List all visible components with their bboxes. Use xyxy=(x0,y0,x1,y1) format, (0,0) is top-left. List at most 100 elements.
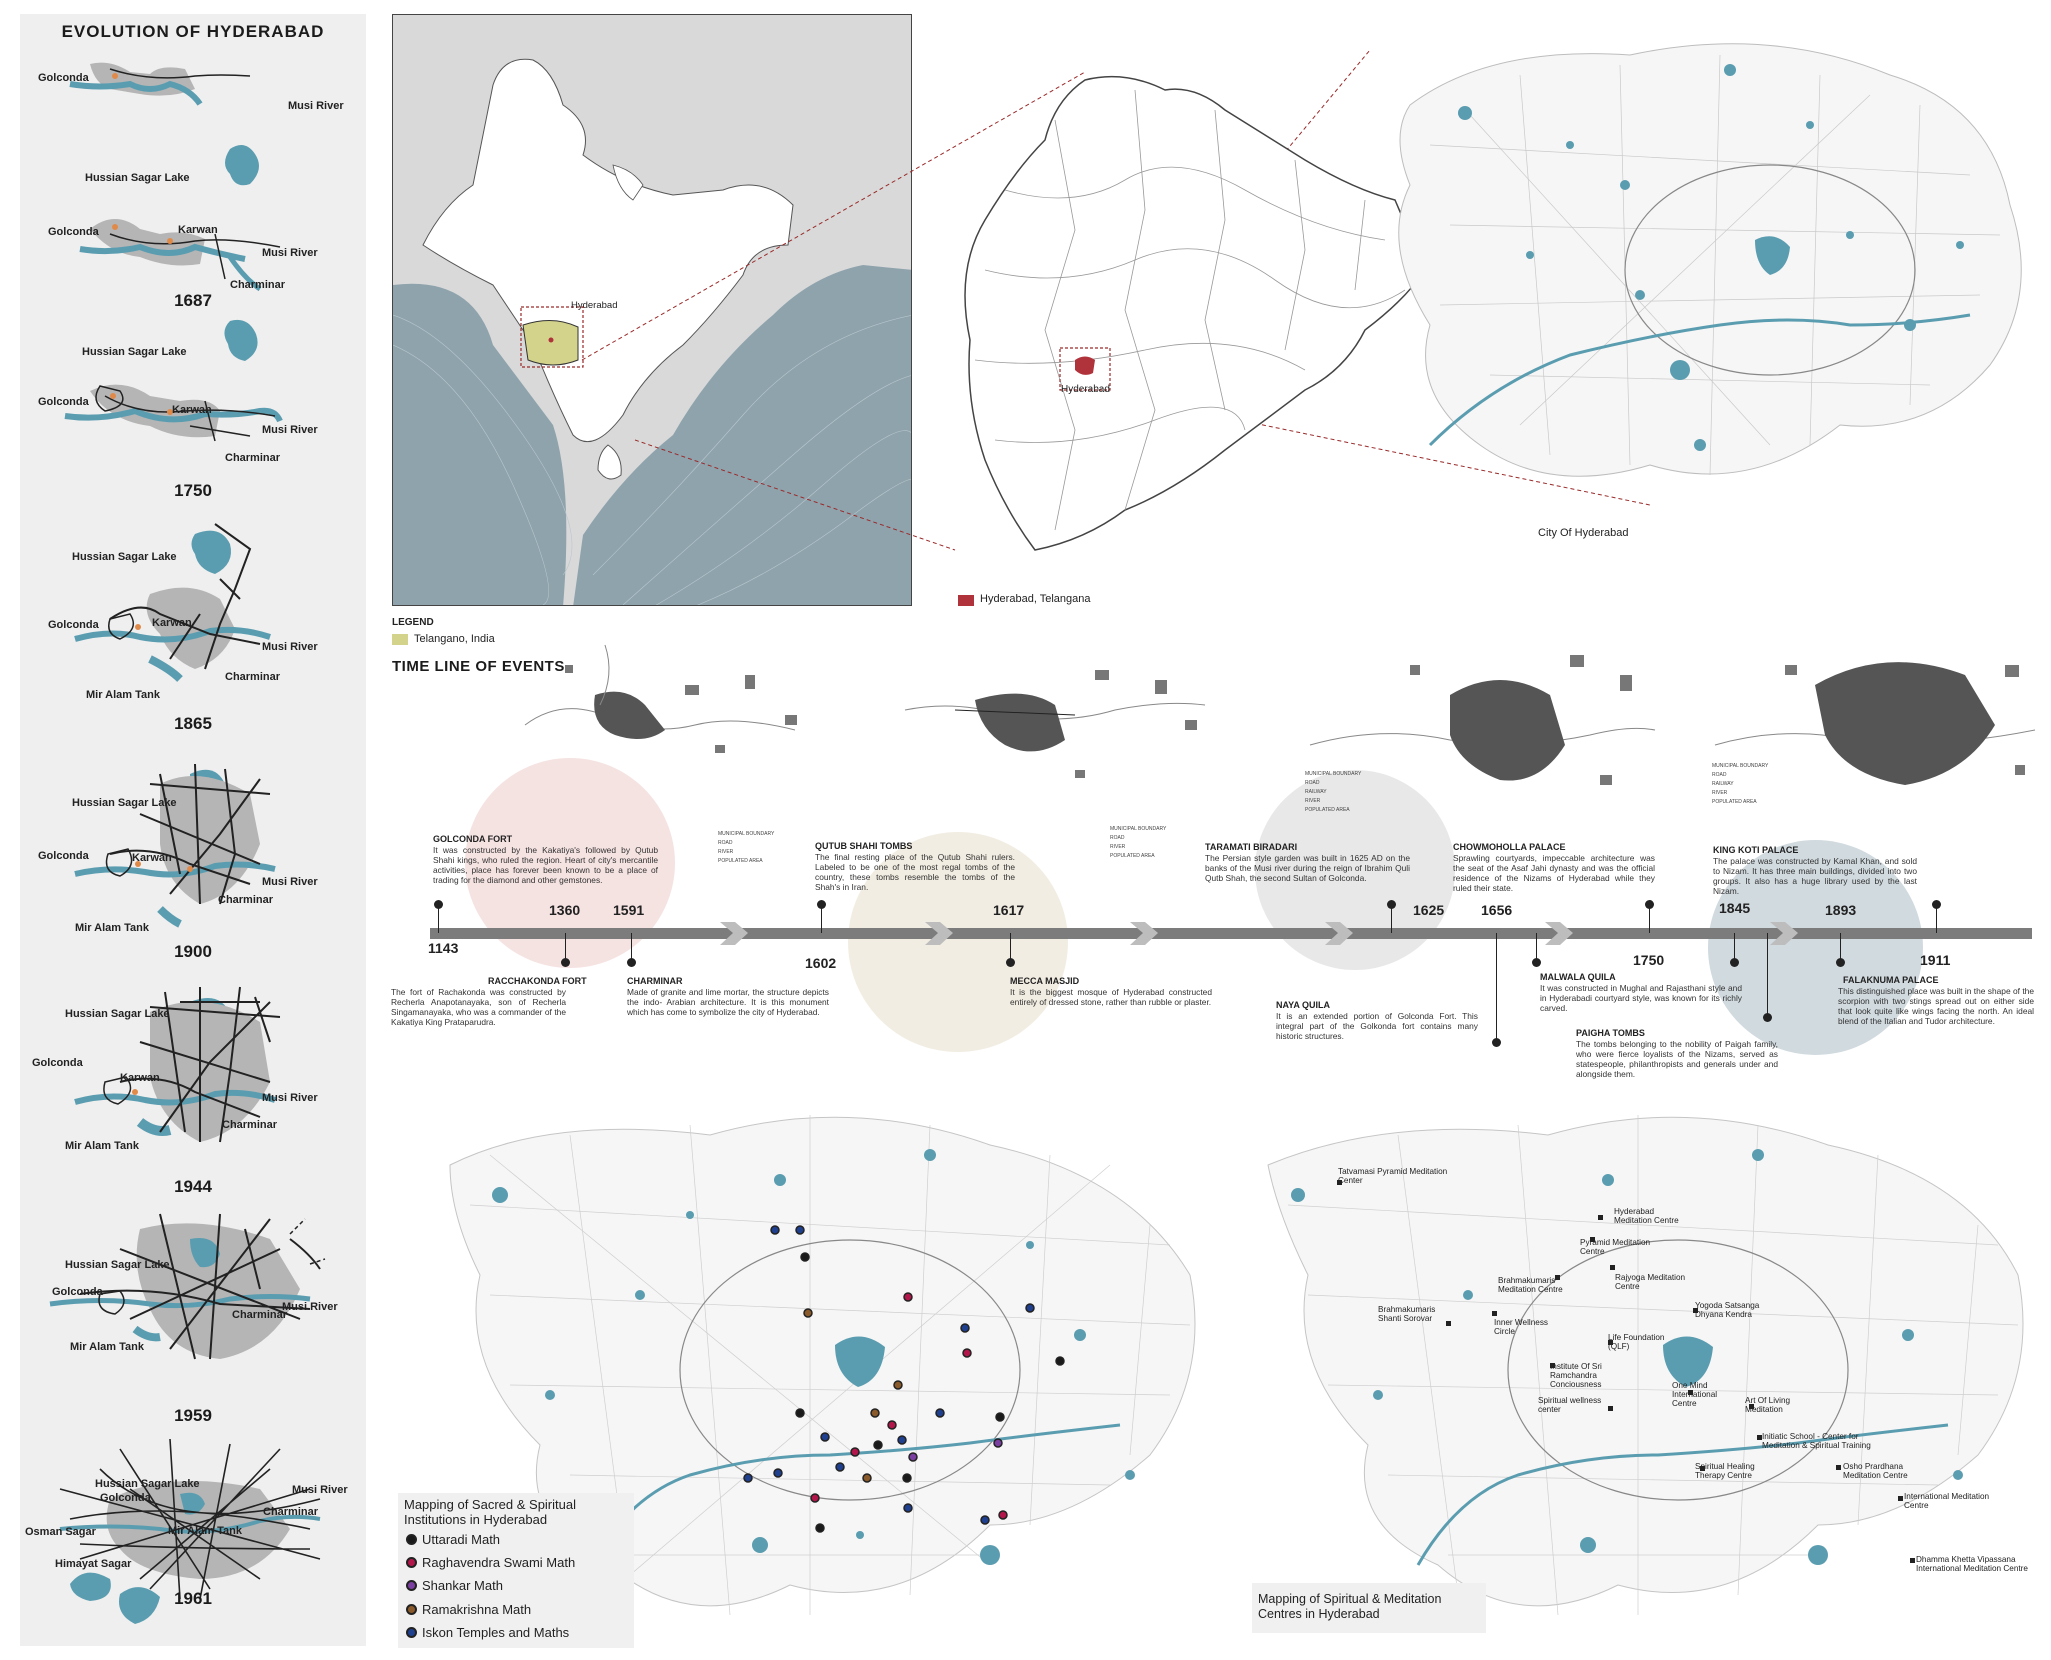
evolution-map-1959-drawing xyxy=(49,1213,326,1360)
label-musi-river: Musi River xyxy=(262,1092,318,1104)
year-label: 1900 xyxy=(174,942,212,961)
centre-marker-icon xyxy=(1492,1311,1497,1316)
label-musi-river: Musi River xyxy=(292,1484,348,1496)
centre-label: Brahmakumaris Shanti Sorovar xyxy=(1378,1305,1436,1323)
event-description: It is an extended portion of Golconda Fo… xyxy=(1276,1011,1478,1041)
evolution-map-1687: Hussian Sagar Lake Golconda Karwan Musi … xyxy=(20,129,366,310)
event-title: MALWALA QUILA xyxy=(1540,972,1616,982)
timeline-year: 1617 xyxy=(993,902,1025,918)
event-dot xyxy=(1836,958,1845,967)
centre-marker-icon xyxy=(1337,1180,1342,1185)
label-mir-alam-tank: Mir Alam Tank xyxy=(168,1525,242,1537)
label-golconda: Golconda xyxy=(38,396,89,408)
label-mir-alam-tank: Mir Alam Tank xyxy=(65,1140,139,1152)
event-dot xyxy=(1387,900,1396,909)
label-golconda: Golconda xyxy=(38,72,89,84)
stem xyxy=(1734,933,1735,963)
event-title: TARAMATI BIRADARI xyxy=(1205,842,1298,852)
india-hyderabad-marker: Hyderabad xyxy=(571,300,618,311)
event-description: The final resting place of the Qutub Sha… xyxy=(815,852,1015,892)
telangana-map-drawing xyxy=(964,75,1426,551)
city-map-caption: City Of Hyderabad xyxy=(1538,527,1629,539)
timeline-growth-map-1 xyxy=(524,644,797,753)
event-description: The palace was constructed by Kamal Khan… xyxy=(1713,856,1917,896)
year-label: 1750 xyxy=(174,481,212,500)
event-description: The Persian style garden was built in 16… xyxy=(1205,853,1410,883)
timeline-circle-2 xyxy=(848,832,1068,1052)
mini-legend-item: MUNICIPAL BOUNDARY xyxy=(1712,763,1769,769)
sacred-map-markers xyxy=(743,1225,1065,1533)
event-description: This distinguished place was built in th… xyxy=(1838,986,2034,1026)
event-description: The fort of Rachakonda was constructed b… xyxy=(391,987,566,1027)
year-label: 1959 xyxy=(174,1406,212,1425)
mini-legend-item: MUNICIPAL BOUNDARY xyxy=(718,831,775,837)
timeline-title: TIME LINE OF EVENTS xyxy=(392,658,565,675)
event-dot xyxy=(1730,958,1739,967)
city-map-drawing xyxy=(1398,43,2022,477)
label-charminar: Charminar xyxy=(218,894,274,906)
stem xyxy=(1649,905,1650,933)
india-map-drawing xyxy=(393,58,911,605)
centre-label: Osho Prardhana Meditation Centre xyxy=(1843,1462,1908,1480)
mini-legend-item: RIVER xyxy=(718,849,734,855)
timeline-year: 1602 xyxy=(805,955,837,971)
legend-item-uttaradi: Uttaradi Math xyxy=(422,1532,501,1547)
meditation-legend: Mapping of Spiritual & Meditation Centre… xyxy=(1252,1583,1486,1633)
timeline-year: 1911 xyxy=(1920,952,1951,968)
centre-label: Initiatic School - Center for Meditation… xyxy=(1762,1432,1871,1450)
sacred-institutions-map xyxy=(430,1095,1210,1655)
centre-label: Inner Wellness Circle xyxy=(1494,1318,1549,1336)
evolution-map-1944: Hussian Sagar Lake Golconda Karwan Musi … xyxy=(20,982,366,1202)
event-description: The tombs belonging to the nobility of P… xyxy=(1576,1039,1778,1079)
legend-title: LEGEND xyxy=(392,617,434,628)
timeline-year: 1750 xyxy=(1633,952,1665,968)
mini-legend-item: RAILWAY xyxy=(1305,789,1327,795)
centre-label: Hyderabad Meditation Centre xyxy=(1614,1207,1679,1225)
legend-item-shankar: Shankar Math xyxy=(422,1578,503,1593)
legend-item-raghavendra: Raghavendra Swami Math xyxy=(422,1555,576,1570)
event-title: CHARMINAR xyxy=(627,976,683,986)
label-musi-river: Musi River xyxy=(288,100,344,112)
sacred-legend-title: Mapping of Sacred & Spiritual Institutio… xyxy=(404,1497,576,1527)
mini-legend-item: POPULATED AREA xyxy=(1305,807,1350,813)
label-himayat-sagar: Himayat Sagar xyxy=(55,1558,132,1570)
ramakrishna-math-marker-icon xyxy=(406,1604,417,1615)
event-description: Sprawling courtyards, impeccable archite… xyxy=(1453,853,1655,893)
mini-legend-1: MUNICIPAL BOUNDARY ROAD RIVER POPULATED … xyxy=(718,830,774,866)
meditation-legend-title: Mapping of Spiritual & Meditation Centre… xyxy=(1258,1592,1442,1621)
centre-marker-icon xyxy=(1598,1215,1603,1220)
mini-legend-item: ROAD xyxy=(1305,780,1320,786)
timeline-growth-map-2 xyxy=(904,670,1206,778)
mini-legend-item: ROAD xyxy=(1110,835,1125,841)
event-title: GOLCONDA FORT xyxy=(433,834,513,844)
city-map xyxy=(1370,25,2040,525)
timeline-growth-map-4 xyxy=(1714,662,2036,785)
label-charminar: Charminar xyxy=(232,1309,288,1321)
centre-marker-icon xyxy=(1700,1466,1705,1471)
event-description: It was constructed in Mughal and Rajasth… xyxy=(1540,983,1742,1013)
legend-hyderabad-swatch xyxy=(958,595,974,606)
label-musi-river: Musi River xyxy=(262,641,318,653)
meditation-centres-map xyxy=(1248,1095,2038,1635)
centre-label: Life Foundation (QLF) xyxy=(1608,1333,1665,1351)
label-mir-alam-tank: Mir Alam Tank xyxy=(86,689,160,701)
centre-label: Yogoda Satsanga Dhyana Kendra xyxy=(1695,1301,1760,1319)
year-label: 1961 xyxy=(174,1589,212,1608)
stem xyxy=(438,905,439,933)
mini-legend-item: RIVER xyxy=(1305,798,1321,804)
event-description: It is the biggest mosque of Hyderabad co… xyxy=(1010,987,1212,1007)
label-karwan: Karwan xyxy=(120,1072,160,1084)
event-dot xyxy=(1006,958,1015,967)
event-title: PAIGHA TOMBS xyxy=(1576,1028,1645,1038)
evolution-title: EVOLUTION OF HYDERABAD xyxy=(61,22,325,41)
event-dot xyxy=(1645,900,1654,909)
evolution-map-1687-drawing xyxy=(79,145,281,292)
centre-marker-icon xyxy=(1608,1406,1613,1411)
timeline-year: 1656 xyxy=(1481,902,1513,918)
year-label: 1944 xyxy=(174,1177,212,1196)
evolution-map-1959: Hussian Sagar Lake Golconda Musi River C… xyxy=(20,1209,366,1439)
label-musi-river: Musi River xyxy=(282,1301,338,1313)
event-description: Made of granite and lime mortar, the str… xyxy=(627,987,829,1017)
event-dot xyxy=(1763,1013,1772,1022)
label-hussian-sagar: Hussian Sagar Lake xyxy=(82,346,187,358)
